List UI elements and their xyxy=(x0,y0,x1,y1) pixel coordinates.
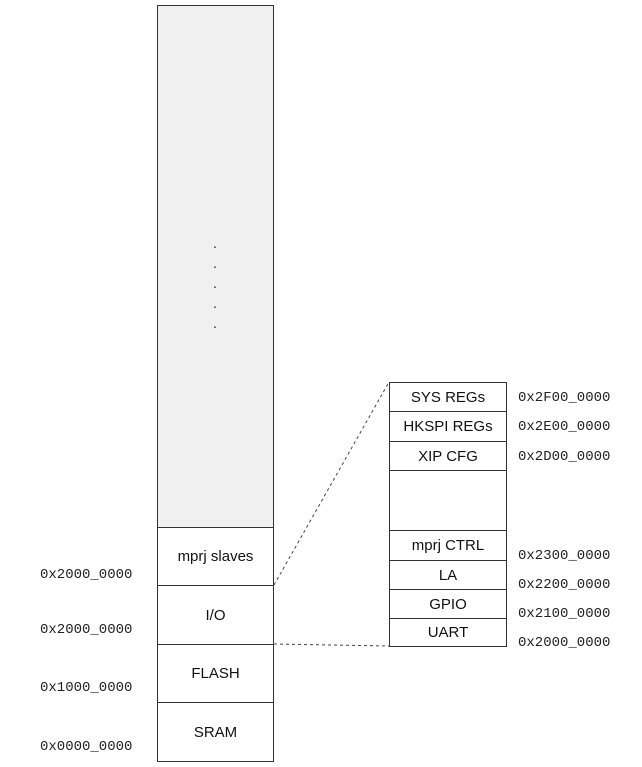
ellipsis-dot: . xyxy=(213,315,217,331)
region-label: XIP CFG xyxy=(418,447,478,465)
address-label: 0x2000_0000 xyxy=(40,567,133,583)
address-label: 0x0000_0000 xyxy=(40,739,133,755)
io-region-hkspi-regs: HKSPI REGs xyxy=(389,411,507,442)
io-region-empty xyxy=(389,470,507,531)
region-label: mprj CTRL xyxy=(411,537,485,554)
memory-region-io: I/O xyxy=(157,585,274,645)
ellipsis-dot: . xyxy=(213,235,217,251)
memory-region-sram: SRAM xyxy=(157,702,274,762)
address-label: 0x1000_0000 xyxy=(40,680,133,696)
region-label: SYS REGs xyxy=(410,388,486,406)
address-label: 0x2200_0000 xyxy=(518,577,611,593)
region-label: SRAM xyxy=(193,723,238,741)
io-region-mprj-ctrl: mprj CTRL xyxy=(389,530,507,561)
ellipsis-dot: . xyxy=(213,255,217,271)
region-label: LA xyxy=(438,566,458,584)
ellipsis-dot: . xyxy=(213,275,217,291)
region-label: HKSPI REGs xyxy=(403,418,493,435)
io-region-sys-regs: SYS REGs xyxy=(389,382,507,412)
address-label: 0x2F00_0000 xyxy=(518,390,611,406)
region-label: UART xyxy=(427,624,469,641)
address-label: 0x2300_0000 xyxy=(518,548,611,564)
connector-line-bottom xyxy=(273,643,390,647)
address-label: 0x2000_0000 xyxy=(40,622,133,638)
ellipsis: . . . . . xyxy=(205,233,225,333)
address-label: 0x2D00_0000 xyxy=(518,449,611,465)
address-label: 0x2100_0000 xyxy=(518,606,611,622)
ellipsis-dot: . xyxy=(213,295,217,311)
memory-region-unmapped xyxy=(157,5,274,528)
connector-line-top xyxy=(273,381,390,586)
memory-region-mprj-slaves: mprj slaves xyxy=(157,527,274,586)
region-label: mprj slaves xyxy=(177,548,254,565)
address-label: 0x2E00_0000 xyxy=(518,419,611,435)
io-region-la: LA xyxy=(389,560,507,590)
io-region-xip-cfg: XIP CFG xyxy=(389,441,507,471)
region-label: GPIO xyxy=(429,595,467,613)
io-region-uart: UART xyxy=(389,618,507,647)
io-region-gpio: GPIO xyxy=(389,589,507,619)
region-label: I/O xyxy=(205,606,226,624)
region-label: FLASH xyxy=(191,665,240,682)
address-label: 0x2000_0000 xyxy=(518,635,611,651)
